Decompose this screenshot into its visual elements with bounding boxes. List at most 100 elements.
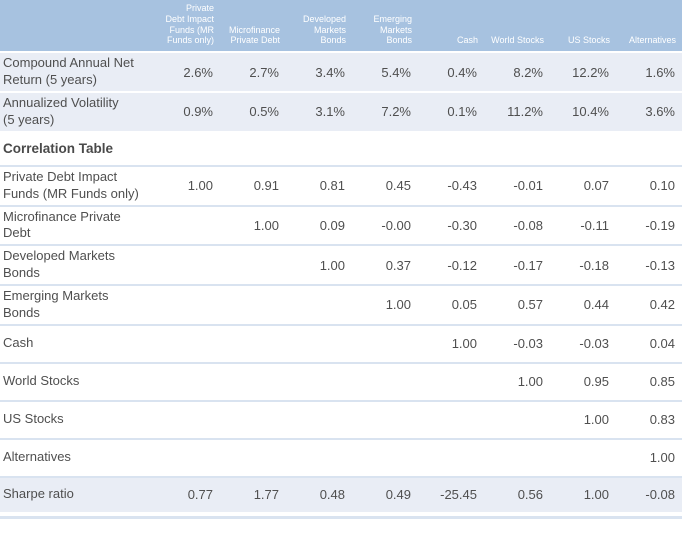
cell: -0.11 (580, 217, 609, 233)
cell: 0.91 (253, 178, 279, 194)
cell (286, 401, 352, 439)
cell: 0.05 (451, 297, 477, 313)
cell (154, 245, 220, 285)
column-header: Developed Markets Bonds (286, 0, 352, 54)
cell (154, 325, 220, 363)
cell (286, 325, 352, 363)
cell: -0.12 (447, 257, 477, 273)
row-label: Annualized Volatility (5 years) (3, 94, 119, 127)
cell: 0.77 (187, 487, 213, 503)
row-label: Emerging Markets Bonds (3, 288, 109, 320)
cell (154, 132, 220, 166)
cell: 0.85 (649, 374, 675, 390)
cell: -0.03 (513, 336, 543, 352)
row-label: US Stocks (3, 411, 64, 427)
cell (154, 285, 220, 325)
cell: -0.30 (447, 217, 477, 233)
cell: 0.1% (447, 104, 477, 120)
cell (352, 325, 418, 363)
table-row: Correlation Table (0, 131, 682, 166)
row-label: Microfinance Private Debt (3, 208, 121, 241)
cell: -25.45 (440, 487, 477, 503)
cell: 0.83 (649, 412, 675, 428)
table-row: Compound Annual Net Return (5 years) 2.6%… (0, 52, 682, 92)
column-header: Cash (418, 0, 484, 54)
cell (484, 132, 550, 166)
cell: 1.00 (187, 178, 213, 194)
cell: -0.01 (513, 178, 543, 194)
cell: -0.08 (513, 217, 543, 233)
cell: 0.81 (319, 178, 345, 194)
cell: 0.04 (649, 336, 675, 352)
table-row: Developed Markets Bonds 1.00 0.37 -0.12 -0.1… (0, 245, 682, 286)
row-label: Private Debt Impact Funds (MR Funds only… (3, 168, 139, 201)
cell (220, 285, 286, 325)
cell: 3.1% (315, 104, 345, 120)
cell: 0.07 (583, 178, 609, 194)
cell (220, 132, 286, 166)
cell (220, 363, 286, 401)
cell: -0.17 (513, 257, 543, 273)
cell: 8.2% (513, 64, 543, 80)
cell (418, 401, 484, 439)
row-label: Compound Annual Net Return (5 years) (3, 55, 134, 88)
cell: -0.19 (645, 217, 675, 233)
cell: 1.77 (253, 487, 279, 503)
cell (352, 132, 418, 166)
cell: -0.03 (579, 336, 609, 352)
row-label: Alternatives (3, 449, 71, 465)
cell: 0.10 (649, 178, 675, 194)
corner-cell (0, 0, 154, 54)
cell (220, 325, 286, 363)
cell: 12.2% (572, 64, 609, 80)
row-label: World Stocks (3, 373, 80, 389)
bottom-divider (0, 515, 682, 519)
cell: 0.45 (385, 178, 411, 194)
cell: 1.00 (583, 412, 609, 428)
row-label: Cash (3, 335, 34, 351)
cell (418, 132, 484, 166)
table-row: Microfinance Private Debt 1.00 0.09 -0.00 -0… (0, 205, 682, 246)
cell (154, 206, 220, 246)
table-row: Cash 1.00 -0.03 -0.03 0.04 (0, 324, 682, 363)
cell: 0.48 (319, 487, 345, 503)
table-row: Private Debt Impact Funds (MR Funds only… (0, 165, 682, 206)
cell: 0.4% (447, 64, 477, 80)
column-header: World Stocks (484, 0, 550, 54)
cell (352, 439, 418, 477)
cell: 1.6% (645, 64, 675, 80)
cell: 0.5% (249, 104, 279, 120)
table-header: Private Debt Impact Funds (MR Funds only… (0, 0, 682, 54)
cell: 0.56 (517, 487, 543, 503)
cell: 1.00 (319, 257, 345, 273)
cell: -0.18 (579, 257, 609, 273)
column-header: US Stocks (550, 0, 616, 54)
cell (220, 439, 286, 477)
cell: 0.37 (385, 257, 411, 273)
cell (484, 401, 550, 439)
cell: 3.6% (645, 104, 675, 120)
table-row: World Stocks 1.00 0.95 0.85 (0, 362, 682, 401)
cell: 0.57 (517, 297, 543, 313)
cell (154, 401, 220, 439)
cell: 0.09 (319, 217, 345, 233)
cell: 0.95 (583, 374, 609, 390)
cell (418, 439, 484, 477)
row-label: Sharpe ratio (3, 486, 74, 502)
cell: -0.00 (381, 217, 411, 233)
column-header: Emerging Markets Bonds (352, 0, 418, 54)
cell (352, 363, 418, 401)
cell: 1.00 (517, 374, 543, 390)
cell: 1.00 (649, 450, 675, 466)
table-row: Sharpe ratio 0.77 1.77 0.48 0.49 -25.45 0.56 1.… (0, 476, 682, 512)
cell: 11.2% (507, 104, 543, 120)
cell: 0.44 (583, 297, 609, 313)
row-label: Developed Markets Bonds (3, 248, 115, 281)
column-header: Private Debt Impact Funds (MR Funds only… (154, 0, 220, 54)
cell (286, 132, 352, 166)
cell (286, 439, 352, 477)
cell: 1.00 (451, 336, 477, 352)
cell: -0.13 (645, 257, 675, 273)
cell: 0.9% (183, 104, 213, 120)
